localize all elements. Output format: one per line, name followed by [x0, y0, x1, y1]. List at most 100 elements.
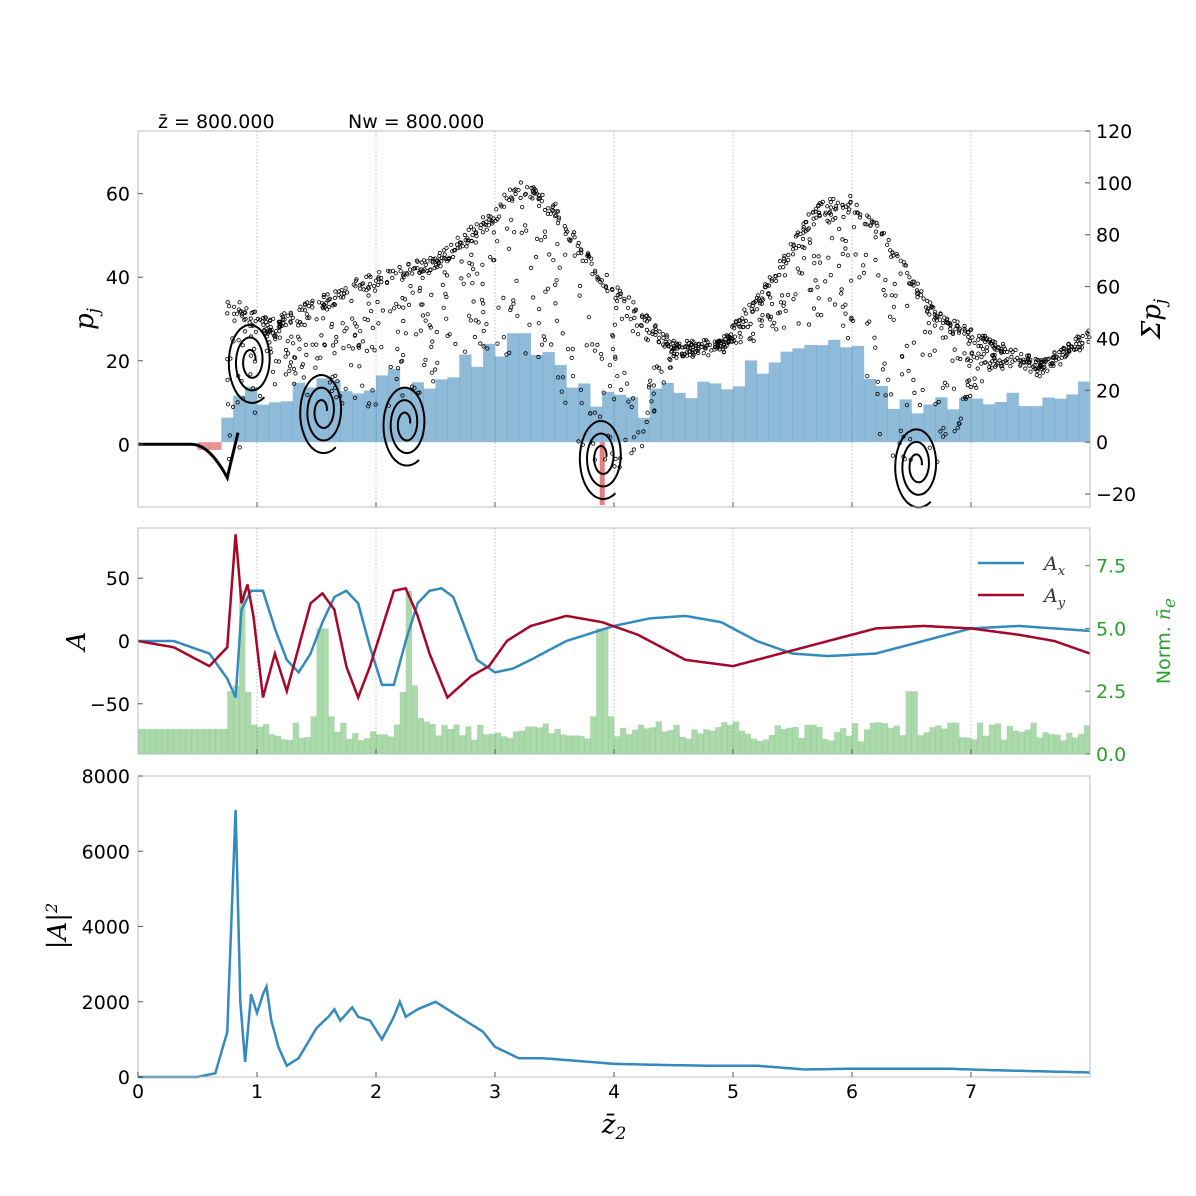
density-bar: [203, 728, 210, 754]
phase-space-point: [644, 319, 650, 324]
phase-space-point: [865, 373, 870, 379]
phase-space-point: [718, 343, 723, 349]
phase-space-point: [1073, 347, 1079, 352]
histogram-bar: [661, 382, 674, 443]
phase-space-point: [877, 431, 883, 437]
density-bar: [334, 731, 341, 754]
phase-space-point: [406, 262, 411, 267]
phase-space-point: [536, 203, 542, 208]
phase-space-point: [873, 229, 879, 234]
density-bar: [786, 727, 793, 754]
phase-space-point: [248, 353, 253, 358]
density-bar: [685, 738, 692, 754]
phase-space-point: [915, 291, 920, 297]
phase-space-point: [227, 433, 232, 438]
phase-space-point: [372, 348, 377, 353]
phase-space-point: [983, 339, 988, 345]
phase-space-point: [834, 206, 839, 211]
phase-space-point: [437, 254, 442, 259]
density-bar: [233, 685, 240, 754]
panel3-xtick-label: 2: [370, 1081, 382, 1103]
panel2-y2tick-label: 0.0: [1096, 744, 1126, 766]
phase-space-point: [434, 264, 440, 270]
phase-space-point: [628, 317, 633, 322]
phase-space-point: [626, 295, 632, 300]
density-bar: [536, 727, 543, 754]
phase-space-point: [785, 292, 791, 297]
ay-line: [137, 534, 1091, 702]
phase-space-point: [1015, 355, 1020, 361]
phase-space-point: [745, 324, 750, 329]
phase-space-point: [801, 225, 806, 230]
phase-space-point: [667, 356, 672, 361]
phase-space-point: [960, 396, 965, 401]
phase-space-point: [664, 333, 669, 338]
phase-space-point: [429, 344, 434, 349]
phase-space-point: [902, 457, 908, 462]
phase-space-point: [453, 341, 458, 347]
phase-space-point: [925, 308, 930, 313]
phase-space-point: [866, 215, 871, 220]
phase-space-point: [268, 346, 273, 351]
phase-space-point: [288, 360, 294, 365]
phase-space-point: [962, 326, 967, 331]
histogram-bar: [994, 402, 1007, 443]
phase-space-point: [352, 395, 358, 400]
phase-space-point: [624, 313, 629, 319]
panel3-ytick-label: 6000: [82, 841, 130, 863]
panel2-ytick-label: 0: [118, 631, 130, 653]
phase-space-point: [304, 312, 309, 317]
phase-space-point: [250, 386, 256, 391]
phase-space-point: [1005, 349, 1010, 355]
phase-space-point: [622, 370, 627, 375]
density-bar: [387, 736, 395, 754]
density-bar: [399, 691, 407, 754]
phase-space-point: [475, 271, 480, 276]
phase-space-point: [806, 212, 811, 217]
density-bar: [286, 739, 293, 754]
phase-space-point: [952, 347, 957, 352]
phase-space-point: [705, 339, 710, 344]
phase-space-point: [1028, 369, 1033, 374]
phase-space-point: [881, 287, 886, 293]
phase-space-point: [1033, 366, 1039, 372]
density-bar: [197, 728, 204, 754]
phase-space-point: [908, 457, 913, 462]
phase-space-point: [955, 425, 960, 430]
density-bar: [489, 733, 496, 754]
phase-space-point: [1039, 359, 1044, 364]
phase-space-point: [499, 204, 504, 209]
phase-space-point: [469, 239, 474, 244]
phase-space-point: [395, 365, 401, 371]
phase-space-point: [310, 342, 315, 347]
phase-space-point: [507, 187, 513, 192]
phase-space-point: [371, 283, 377, 289]
density-bar: [417, 718, 424, 754]
density-bar: [167, 728, 174, 754]
density-bar: [614, 736, 621, 754]
histogram-bar: [542, 352, 555, 443]
phase-space-point: [455, 235, 460, 240]
phase-space-point: [400, 295, 405, 301]
phase-space-point: [542, 229, 548, 234]
phase-space-point: [236, 373, 241, 379]
phase-space-point: [854, 210, 860, 215]
phase-space-point: [376, 275, 381, 280]
phase-space-point: [779, 293, 785, 298]
phase-space-point: [724, 343, 729, 348]
phase-space-point: [964, 394, 969, 399]
phase-space-point: [955, 319, 960, 324]
phase-space-point: [473, 318, 478, 323]
phase-space-point: [353, 284, 358, 289]
density-bar: [483, 734, 490, 754]
density-bar: [560, 734, 567, 754]
histogram-bar: [435, 379, 448, 443]
density-bar: [691, 729, 698, 754]
panel1-y2label: Σpj: [1137, 298, 1171, 340]
phase-space-point: [242, 317, 247, 322]
phase-space-point: [480, 230, 485, 235]
density-bar: [1018, 731, 1025, 754]
phase-space-point: [811, 254, 817, 259]
phase-space-point: [873, 345, 878, 350]
density-bar: [465, 726, 472, 754]
